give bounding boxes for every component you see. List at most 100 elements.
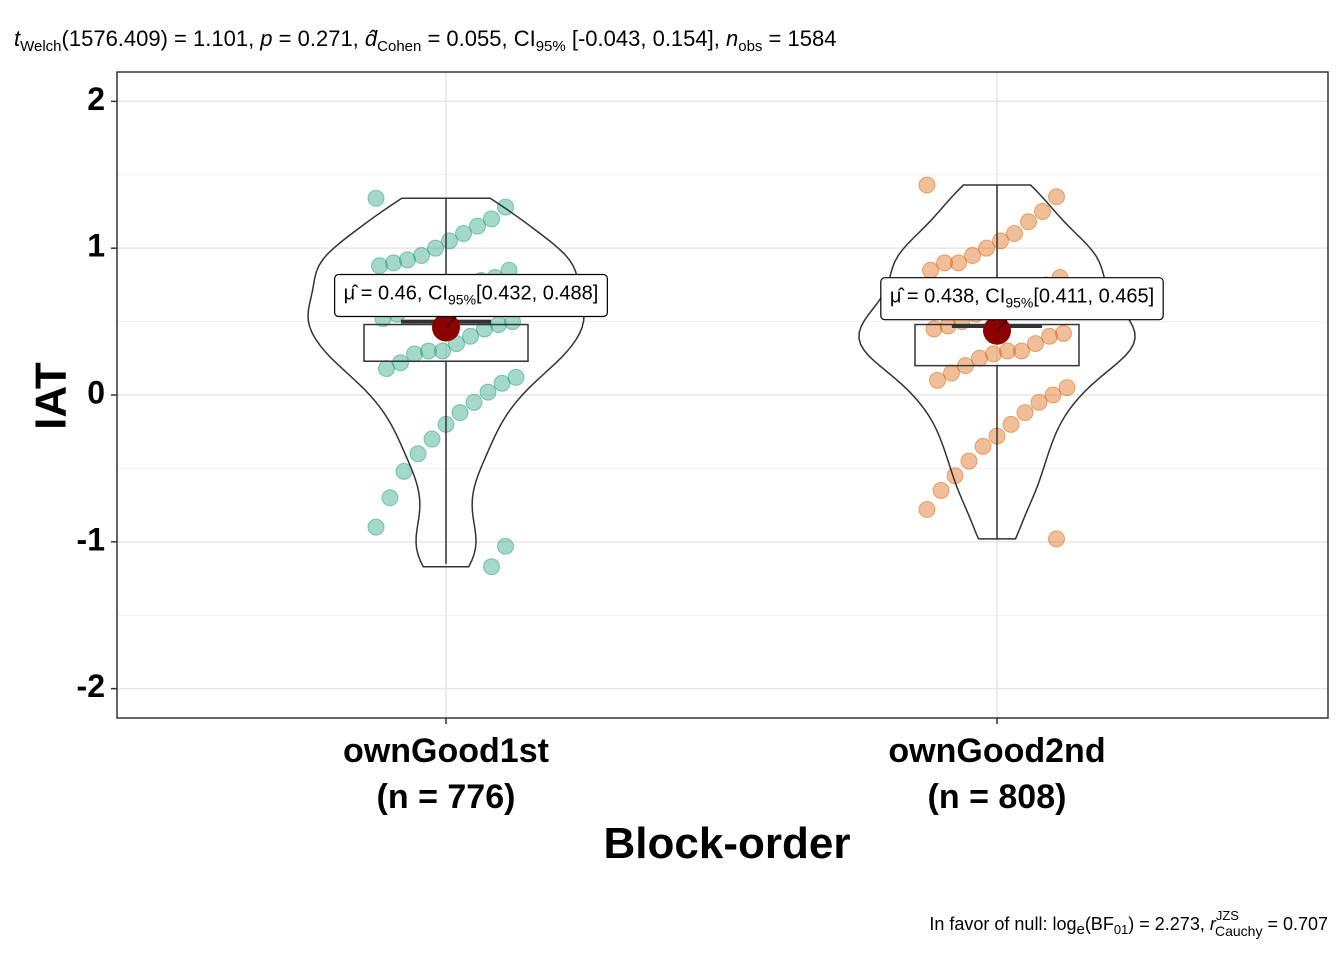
plot-border bbox=[116, 71, 1329, 719]
mean-label-leader bbox=[996, 319, 1008, 332]
subtitle-part: t bbox=[14, 26, 21, 51]
data-point bbox=[971, 349, 988, 367]
mean-label-part: [0.432, 0.488] bbox=[476, 282, 598, 304]
data-point bbox=[932, 481, 950, 499]
data-point bbox=[1027, 335, 1044, 353]
data-point bbox=[406, 345, 423, 363]
mean-label: μ̂ = 0.46, CI95%[0.432, 0.488] bbox=[344, 282, 599, 307]
mean-label-part: = 0.46, CI bbox=[355, 282, 448, 304]
data-point bbox=[385, 254, 402, 272]
subtitle-part: (1576.409) = 1.101, bbox=[62, 26, 261, 51]
y-tick-label: 0 bbox=[87, 374, 105, 410]
caption-part: JZS bbox=[1216, 908, 1239, 923]
subtitle-part: Welch bbox=[20, 38, 61, 55]
data-point bbox=[409, 445, 427, 463]
y-tick-label: -2 bbox=[77, 668, 105, 704]
data-point bbox=[1048, 188, 1065, 206]
plot-area: 2 1 0 -1 -2 ownGood1st (n = 776) μ̂ = 0.46, CI9… bbox=[77, 71, 1329, 816]
data-point bbox=[999, 342, 1016, 360]
data-point bbox=[1016, 404, 1034, 422]
caption-part: (BF bbox=[1085, 914, 1114, 934]
data-point bbox=[922, 261, 939, 279]
subtitle-part: Cohen bbox=[377, 38, 421, 55]
data-point bbox=[469, 217, 486, 235]
data-point bbox=[465, 393, 483, 411]
data-point bbox=[483, 210, 500, 228]
subtitle-part: = 0.055, CI bbox=[421, 26, 535, 51]
data-point bbox=[1013, 342, 1030, 360]
data-point bbox=[367, 518, 385, 536]
violin bbox=[858, 184, 1136, 540]
data-point bbox=[399, 251, 416, 269]
data-point bbox=[943, 364, 960, 382]
data-point bbox=[413, 247, 430, 265]
data-point bbox=[497, 537, 514, 555]
mean-label-leader bbox=[445, 316, 457, 328]
subtitle: tWelch(1576.409) = 1.101, p = 0.271, d̂C… bbox=[14, 26, 836, 55]
data-point bbox=[1002, 415, 1020, 433]
subtitle-part: obs bbox=[738, 38, 762, 55]
data-point bbox=[1044, 386, 1062, 404]
data-point bbox=[493, 374, 511, 392]
data-point bbox=[950, 254, 967, 272]
caption-part: r bbox=[1210, 914, 1217, 934]
data-point bbox=[925, 320, 943, 338]
data-point bbox=[420, 342, 437, 360]
data-point bbox=[978, 239, 995, 257]
subtitle-part: = 0.271, bbox=[273, 26, 365, 51]
data-point bbox=[918, 176, 936, 194]
caption-part: ) = 2.273, bbox=[1128, 914, 1210, 934]
mean-label: μ̂ = 0.438, CI95%[0.411, 0.465] bbox=[890, 286, 1154, 311]
x-tick-label-n: (n = 776) bbox=[377, 778, 516, 816]
data-point bbox=[367, 189, 385, 207]
data-point bbox=[378, 360, 395, 378]
data-point bbox=[1006, 225, 1023, 242]
data-point bbox=[462, 327, 479, 345]
caption-part: In favor of null: log bbox=[929, 914, 1076, 934]
data-point bbox=[1048, 530, 1065, 548]
subtitle-part: [-0.043, 0.154], bbox=[566, 26, 726, 51]
data-point bbox=[427, 239, 444, 257]
subtitle-part: d̂ bbox=[365, 26, 378, 51]
caption-part: = 0.707 bbox=[1262, 914, 1328, 934]
data-point bbox=[441, 232, 458, 250]
mean-label-part: [0.411, 0.465] bbox=[1033, 286, 1154, 308]
data-point bbox=[1020, 213, 1037, 231]
data-point bbox=[1034, 202, 1051, 220]
data-point bbox=[434, 342, 451, 360]
data-point bbox=[1041, 327, 1058, 345]
y-axis-title: IAT bbox=[27, 362, 76, 430]
data-point bbox=[1055, 324, 1072, 342]
mean-label-part: = 0.438, CI bbox=[901, 286, 1005, 308]
data-point bbox=[985, 345, 1002, 363]
mean-label-box bbox=[880, 277, 1164, 321]
mean-label-part: 95% bbox=[448, 291, 476, 307]
x-axis-title: Block-order bbox=[604, 819, 851, 868]
data-point bbox=[381, 489, 399, 507]
subtitle-part: p bbox=[259, 26, 272, 51]
x-tick-label-n: (n = 808) bbox=[928, 778, 1067, 816]
data-point bbox=[992, 232, 1009, 250]
mean-label-box bbox=[334, 273, 608, 318]
y-tick-label: 1 bbox=[87, 228, 105, 264]
x-tick-label: ownGood1st bbox=[343, 732, 549, 770]
data-point bbox=[974, 437, 992, 455]
caption-part: 01 bbox=[1114, 922, 1128, 937]
data-point bbox=[1030, 393, 1048, 411]
data-point bbox=[936, 254, 953, 272]
data-point bbox=[960, 452, 978, 470]
data-point bbox=[423, 430, 441, 448]
data-point bbox=[455, 225, 472, 242]
y-tick-label: -1 bbox=[77, 521, 105, 557]
subtitle-part: n bbox=[726, 26, 738, 51]
data-point bbox=[929, 371, 946, 389]
subtitle-part: = 1584 bbox=[762, 26, 836, 51]
x-tick-label: ownGood2nd bbox=[888, 732, 1105, 770]
y-tick-label: 2 bbox=[87, 81, 105, 117]
data-point bbox=[371, 257, 388, 275]
caption-part: Cauchy bbox=[1215, 923, 1262, 939]
violin bbox=[307, 197, 585, 568]
caption-part: e bbox=[1076, 921, 1084, 938]
data-point bbox=[1058, 379, 1076, 397]
